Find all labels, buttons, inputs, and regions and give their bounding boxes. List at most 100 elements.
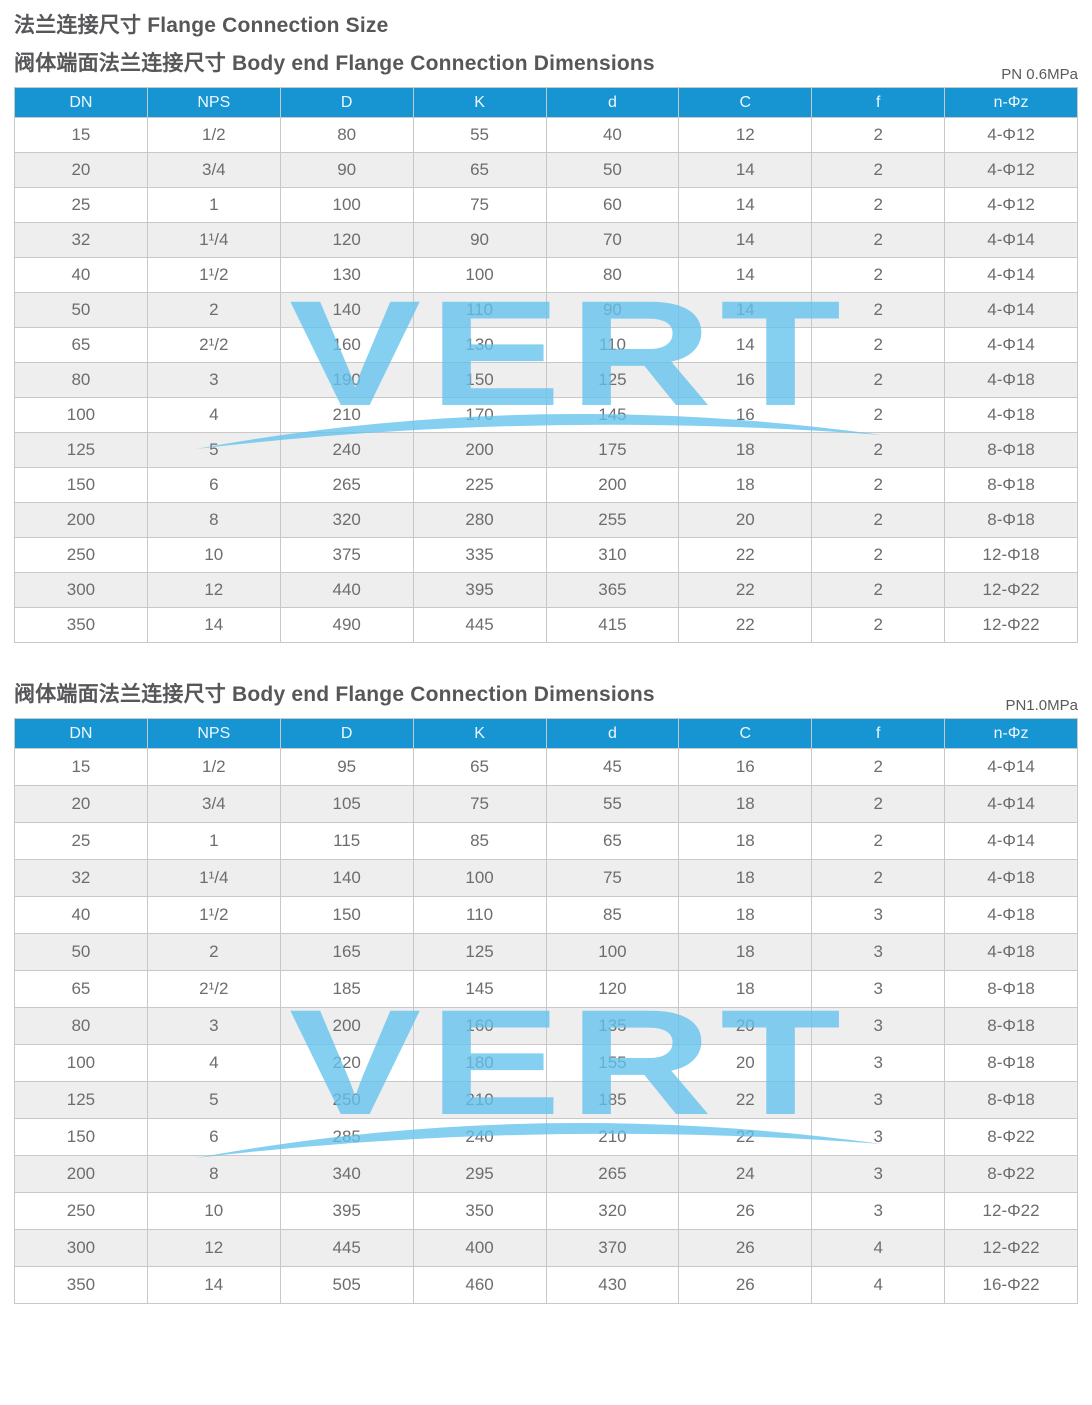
table-cell: 26 <box>678 1192 813 1231</box>
table-cell: 5 <box>146 432 281 469</box>
table-row: 40 1¹/2 150 110 85 18 3 4-Φ18 <box>14 896 1078 935</box>
table-cell: 185 <box>545 1081 680 1120</box>
table-cell: 340 <box>279 1155 414 1194</box>
section-pn06-head: 阀体端面法兰连接尺寸 Body end Flange Connection Di… <box>14 52 1078 83</box>
table-cell: 365 <box>545 572 680 609</box>
table-cell: 3 <box>146 1007 281 1046</box>
table-cell: 2¹/2 <box>146 327 281 364</box>
table-cell: 1 <box>146 822 281 861</box>
table-cell: 3 <box>811 896 946 935</box>
table-cell: 32 <box>14 222 148 259</box>
table-cell: 12 <box>146 1229 281 1268</box>
table-cell: 370 <box>545 1229 680 1268</box>
table-cell: 2 <box>811 748 946 787</box>
table-cell: 4-Φ14 <box>944 292 1078 329</box>
table-cell: 22 <box>678 1118 813 1157</box>
table-row: 50 2 140 110 90 14 2 4-Φ14 <box>14 292 1078 329</box>
table-cell: 2 <box>811 292 946 329</box>
section-pn10: 阀体端面法兰连接尺寸 Body end Flange Connection Di… <box>14 683 1078 1305</box>
table-cell: 1 <box>146 187 281 224</box>
table-cell: 5 <box>146 1081 281 1120</box>
table-cell: 1¹/4 <box>146 859 281 898</box>
table-row: 125 5 250 210 185 22 3 8-Φ18 <box>14 1081 1078 1120</box>
table-cell: 3 <box>811 1192 946 1231</box>
table-cell: 2 <box>811 785 946 824</box>
table-cell: 2 <box>146 933 281 972</box>
table-cell: 18 <box>678 785 813 824</box>
table-cell: 4 <box>811 1266 946 1305</box>
table-cell: 18 <box>678 822 813 861</box>
table-cell: 3 <box>811 1155 946 1194</box>
table-row: 150 6 285 240 210 22 3 8-Φ22 <box>14 1118 1078 1157</box>
table-cell: 32 <box>14 859 148 898</box>
table-cell: 4-Φ18 <box>944 859 1078 898</box>
table-cell: 170 <box>412 397 547 434</box>
column-header-n-phi-z: n-Φz <box>944 87 1078 119</box>
table-cell: 85 <box>412 822 547 861</box>
table-cell: 200 <box>545 467 680 504</box>
table-cell: 300 <box>14 1229 148 1268</box>
table-cell: 8-Φ18 <box>944 502 1078 539</box>
table-cell: 12-Φ18 <box>944 537 1078 574</box>
table-cell: 1/2 <box>146 117 281 154</box>
table-cell: 1¹/2 <box>146 896 281 935</box>
table-cell: 135 <box>545 1007 680 1046</box>
table-cell: 20 <box>678 1007 813 1046</box>
table-row: 150 6 265 225 200 18 2 8-Φ18 <box>14 467 1078 504</box>
column-header-d: d <box>545 87 680 119</box>
table-cell: 16 <box>678 748 813 787</box>
table-cell: 95 <box>279 748 414 787</box>
table-cell: 3/4 <box>146 152 281 189</box>
column-header-c: C <box>678 87 813 119</box>
table-row: 25 1 100 75 60 14 2 4-Φ12 <box>14 187 1078 224</box>
table-cell: 16 <box>678 397 813 434</box>
table-cell: 2 <box>811 859 946 898</box>
table-cell: 240 <box>412 1118 547 1157</box>
table-cell: 2 <box>146 292 281 329</box>
table-row: 125 5 240 200 175 18 2 8-Φ18 <box>14 432 1078 469</box>
table-cell: 6 <box>146 467 281 504</box>
table-cell: 45 <box>545 748 680 787</box>
table-row: 25 1 115 85 65 18 2 4-Φ14 <box>14 822 1078 861</box>
table-cell: 1¹/4 <box>146 222 281 259</box>
table-cell: 80 <box>14 362 148 399</box>
table-row: 65 2¹/2 185 145 120 18 3 8-Φ18 <box>14 970 1078 1009</box>
column-header-d-outer: D <box>279 87 414 119</box>
table-cell: 16 <box>678 362 813 399</box>
table-cell: 20 <box>678 502 813 539</box>
table-row: 250 10 375 335 310 22 2 12-Φ18 <box>14 537 1078 574</box>
column-header-f: f <box>811 718 946 750</box>
table-cell: 8-Φ18 <box>944 1007 1078 1046</box>
table-cell: 505 <box>279 1266 414 1305</box>
table-cell: 18 <box>678 933 813 972</box>
table-row: 20 3/4 90 65 50 14 2 4-Φ12 <box>14 152 1078 189</box>
table-cell: 26 <box>678 1229 813 1268</box>
table-cell: 125 <box>412 933 547 972</box>
section-pn10-table-wrap: DN NPS D K d C f n-Φz 15 1/2 95 65 45 16 2 4-Φ1… <box>14 718 1078 1305</box>
table-cell: 4-Φ14 <box>944 748 1078 787</box>
table-cell: 75 <box>412 785 547 824</box>
table-cell: 2 <box>811 152 946 189</box>
table-cell: 250 <box>14 537 148 574</box>
table-cell: 350 <box>14 607 148 644</box>
table-row: 200 8 340 295 265 24 3 8-Φ22 <box>14 1155 1078 1194</box>
table-cell: 4 <box>811 1229 946 1268</box>
table-cell: 18 <box>678 859 813 898</box>
column-header-n-phi-z: n-Φz <box>944 718 1078 750</box>
table-cell: 255 <box>545 502 680 539</box>
table-cell: 200 <box>412 432 547 469</box>
pn10-table-body: 15 1/2 95 65 45 16 2 4-Φ14 20 3/4 105 75 55 18 2 4-Φ14 2… <box>14 748 1078 1305</box>
table-cell: 210 <box>545 1118 680 1157</box>
table-cell: 50 <box>14 292 148 329</box>
table-cell: 105 <box>279 785 414 824</box>
table-cell: 8-Φ18 <box>944 1044 1078 1083</box>
table-cell: 2 <box>811 572 946 609</box>
pn06-table-header: DN NPS D K d C f n-Φz <box>14 87 1078 119</box>
section-pn06: 阀体端面法兰连接尺寸 Body end Flange Connection Di… <box>14 52 1078 644</box>
table-cell: 2 <box>811 397 946 434</box>
table-cell: 6 <box>146 1118 281 1157</box>
table-cell: 200 <box>279 1007 414 1046</box>
table-cell: 55 <box>545 785 680 824</box>
table-cell: 16-Φ22 <box>944 1266 1078 1305</box>
table-cell: 350 <box>412 1192 547 1231</box>
